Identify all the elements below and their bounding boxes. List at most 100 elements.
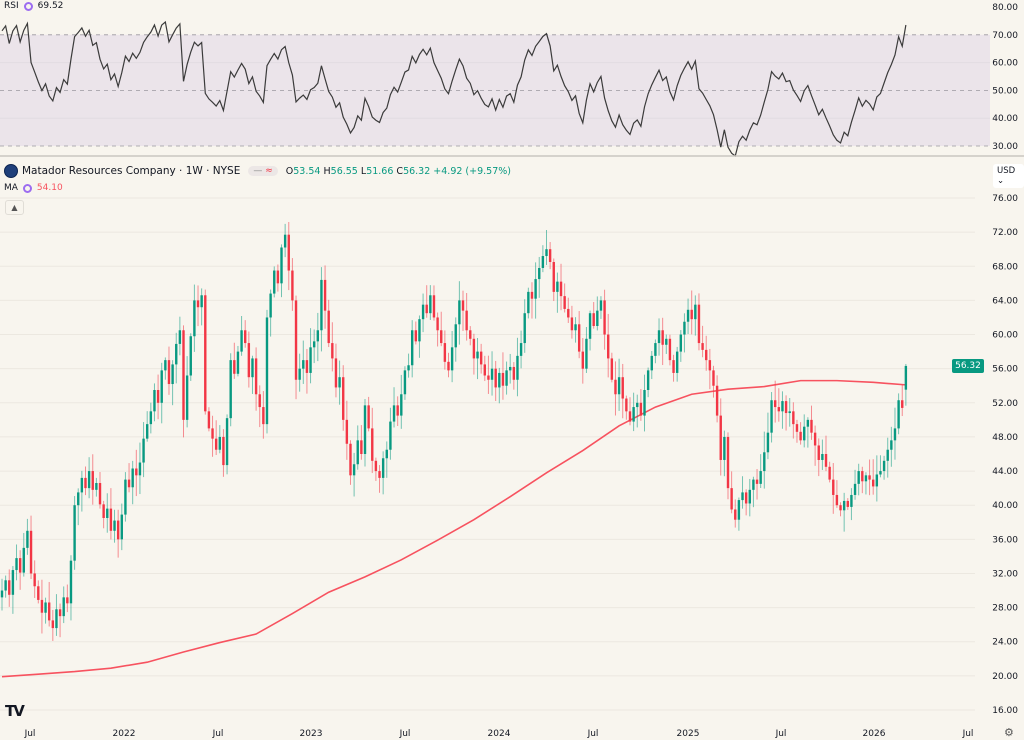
candle-body	[316, 330, 320, 342]
candle-body	[338, 377, 341, 388]
rsi-value: 69.52	[37, 1, 64, 11]
candle-body	[400, 394, 403, 416]
candle-body	[777, 407, 781, 412]
candle-body	[40, 599, 44, 613]
candle-body	[806, 419, 810, 427]
price-tick-label: 68.00	[992, 262, 1018, 272]
candle-body	[95, 483, 98, 490]
candle-body	[37, 586, 40, 600]
candle-body	[414, 330, 418, 342]
candle-body	[443, 343, 447, 362]
candle-body	[320, 279, 323, 331]
candle-body	[607, 334, 610, 359]
candle-body	[708, 360, 712, 371]
candle-body	[367, 405, 370, 429]
rsi-pane: 80.00 70.00 60.00 50.00 40.00 30.00	[0, 3, 1018, 157]
rsi-tick-label: 30.00	[992, 142, 1018, 152]
candle-body	[450, 347, 454, 371]
candle-body	[832, 479, 835, 495]
candle-body	[752, 479, 755, 490]
candle-body	[294, 300, 298, 380]
candle-body	[287, 234, 290, 271]
candle-body	[686, 309, 690, 322]
legend-toggle-pill[interactable]: — ≈	[248, 166, 278, 176]
time-tick-label: Jul	[212, 729, 224, 739]
ma-legend[interactable]: MA 54.10	[4, 183, 63, 193]
price-tick-label: 72.00	[992, 228, 1018, 238]
candle-body	[356, 440, 359, 465]
currency-selector[interactable]: USD ⌄	[993, 164, 1024, 188]
time-axis[interactable]: Jul 2022 Jul 2023 Jul 2024 Jul 2025 Jul 2026 Jul	[24, 729, 974, 739]
candle-body	[846, 500, 849, 507]
candle-body	[160, 370, 163, 403]
candle-body	[483, 364, 486, 376]
price-axis[interactable]: 76.00 72.00 68.00 64.00 60.00 56.00 52.00 48.00…	[992, 194, 1018, 716]
candle-body	[149, 411, 153, 425]
ma-value: 54.10	[36, 183, 63, 193]
candle-body	[51, 620, 55, 629]
candle-body	[901, 400, 904, 408]
ma-label: MA	[4, 183, 18, 193]
candle-body	[715, 385, 719, 416]
candle-body	[309, 347, 312, 373]
candle-body	[534, 279, 537, 299]
candle-body	[153, 390, 156, 412]
candle-body	[548, 249, 552, 262]
candle-body	[527, 291, 530, 314]
price-tick-label: 24.00	[992, 638, 1018, 648]
candle-body	[244, 330, 247, 344]
candle-body	[596, 310, 599, 326]
price-tick-label: 36.00	[992, 535, 1018, 545]
candle-body	[509, 366, 512, 371]
candle-body	[872, 479, 875, 487]
candle-body	[694, 304, 697, 320]
candle-body	[106, 508, 109, 518]
candle-body	[654, 343, 657, 356]
candle-body	[18, 558, 22, 573]
candle-body	[523, 313, 526, 344]
candle-body	[487, 375, 490, 380]
candle-body	[146, 424, 149, 439]
candle-body	[178, 330, 182, 344]
candle-body	[705, 349, 708, 361]
collapse-legend-button[interactable]: ▲	[5, 200, 24, 215]
candle-body	[298, 368, 301, 380]
rsi-legend[interactable]: RSI 69.52	[4, 1, 63, 11]
candle-body	[109, 508, 113, 531]
candle-body	[225, 418, 229, 466]
candle-body	[171, 364, 174, 385]
approx-icon: ≈	[265, 166, 273, 176]
candle-body	[734, 509, 737, 520]
price-tick-label: 60.00	[992, 331, 1018, 341]
candle-body	[719, 415, 722, 460]
candle-body	[164, 360, 167, 371]
candle-body	[15, 558, 18, 571]
candle-body	[675, 351, 679, 373]
candle-body	[824, 454, 828, 467]
candle-body	[447, 361, 450, 371]
candle-body	[628, 411, 632, 422]
candle-body	[730, 488, 733, 510]
candle-body	[861, 471, 864, 482]
candle-body	[744, 492, 748, 504]
candle-body	[643, 390, 646, 416]
rsi-line	[1, 20, 907, 157]
chevron-up-icon: ▲	[11, 203, 18, 212]
symbol-legend[interactable]: Matador Resources Company · 1W · NYSE — …	[4, 164, 511, 178]
candle-body	[679, 334, 683, 352]
indicator-ring-icon	[22, 183, 32, 193]
tradingview-logo[interactable]: TV	[5, 702, 25, 720]
candle-body	[868, 475, 871, 480]
time-tick-label: Jul	[587, 729, 599, 739]
settings-gear-icon[interactable]: ⚙	[1004, 726, 1014, 739]
time-tick-label: 2023	[300, 729, 323, 739]
rsi-label: RSI	[4, 1, 19, 11]
symbol-title[interactable]: Matador Resources Company · 1W · NYSE	[22, 165, 241, 177]
candle-body	[505, 370, 508, 386]
candle-body	[723, 436, 726, 460]
candle-body	[585, 338, 588, 369]
candle-body	[755, 479, 759, 484]
candle-body	[516, 355, 519, 380]
candle-body	[690, 309, 693, 320]
